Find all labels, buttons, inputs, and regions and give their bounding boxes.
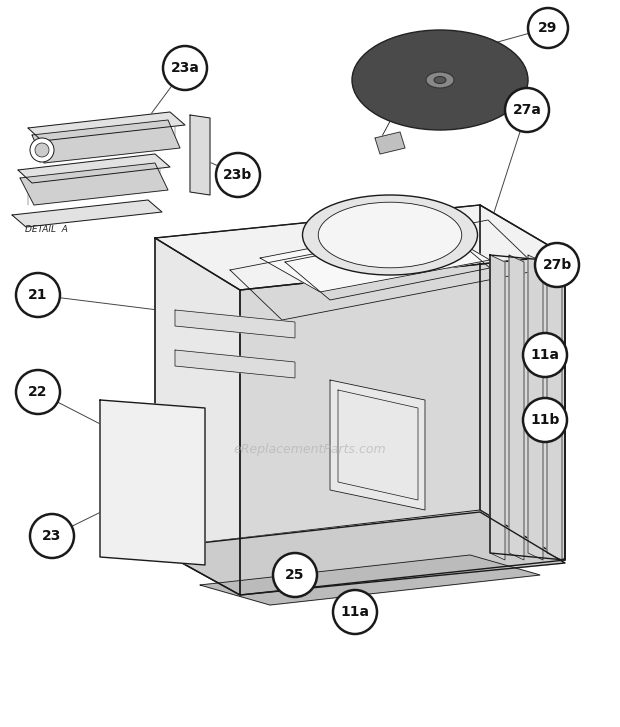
Ellipse shape [352, 30, 528, 130]
Polygon shape [155, 205, 565, 290]
Text: 11a: 11a [531, 348, 559, 362]
Circle shape [163, 46, 207, 90]
Polygon shape [490, 255, 505, 560]
Text: 22: 22 [29, 385, 48, 399]
Text: 23: 23 [42, 529, 61, 543]
Polygon shape [175, 350, 295, 378]
Circle shape [333, 590, 377, 634]
Ellipse shape [318, 202, 462, 268]
Circle shape [505, 88, 549, 132]
Circle shape [528, 8, 568, 48]
Polygon shape [155, 512, 565, 595]
Polygon shape [28, 112, 185, 141]
Circle shape [523, 398, 567, 442]
Circle shape [216, 153, 260, 197]
Polygon shape [20, 163, 168, 205]
Polygon shape [240, 255, 565, 595]
Polygon shape [32, 120, 180, 163]
Circle shape [273, 553, 317, 597]
Circle shape [523, 333, 567, 377]
Text: 21: 21 [29, 288, 48, 302]
Text: 29: 29 [538, 21, 557, 35]
Polygon shape [190, 115, 210, 195]
Polygon shape [175, 310, 295, 338]
Ellipse shape [434, 76, 446, 84]
Polygon shape [12, 200, 162, 227]
Text: 25: 25 [285, 568, 305, 582]
Text: DETAIL  A: DETAIL A [25, 225, 68, 234]
Polygon shape [375, 132, 405, 154]
Polygon shape [155, 205, 480, 548]
Polygon shape [155, 238, 240, 595]
Text: 11a: 11a [340, 605, 370, 619]
Polygon shape [528, 255, 543, 560]
Text: 23a: 23a [170, 61, 200, 75]
Polygon shape [100, 400, 205, 565]
Ellipse shape [303, 195, 477, 275]
Circle shape [35, 143, 49, 157]
Polygon shape [547, 255, 562, 560]
Text: 27b: 27b [542, 258, 572, 272]
Polygon shape [330, 380, 425, 510]
Circle shape [16, 370, 60, 414]
Circle shape [16, 273, 60, 317]
Text: eReplacementParts.com: eReplacementParts.com [234, 443, 386, 457]
Polygon shape [200, 555, 540, 605]
Circle shape [535, 243, 579, 287]
Polygon shape [480, 205, 565, 560]
Polygon shape [260, 225, 490, 292]
Text: 11b: 11b [530, 413, 560, 427]
Text: 27a: 27a [513, 103, 541, 117]
Text: 23b: 23b [223, 168, 252, 182]
Polygon shape [509, 255, 524, 560]
Circle shape [30, 138, 54, 162]
Ellipse shape [426, 72, 454, 88]
Polygon shape [18, 154, 170, 183]
Circle shape [30, 514, 74, 558]
